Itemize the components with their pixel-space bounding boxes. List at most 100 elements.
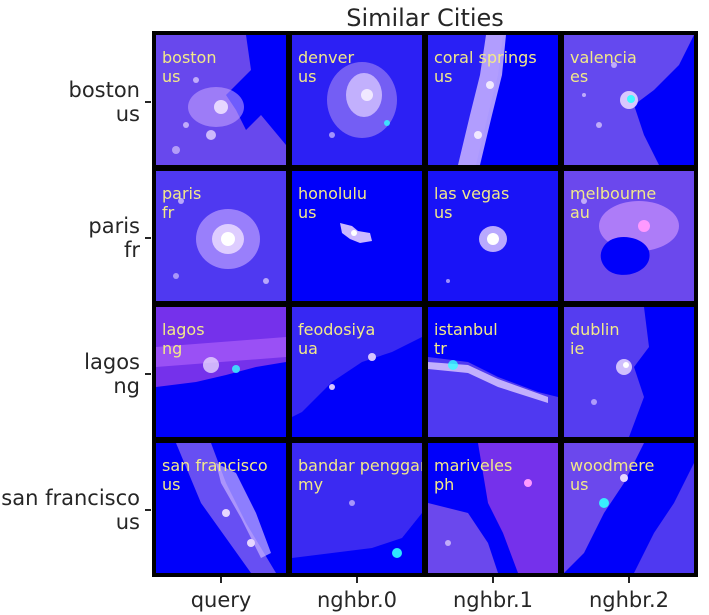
x-tick-2 xyxy=(492,577,494,583)
satellite-image xyxy=(428,35,506,165)
y-tick-3 xyxy=(145,509,151,511)
satellite-image xyxy=(292,307,422,417)
chart-title: Similar Cities xyxy=(346,4,504,32)
column-label-3: nghbr.2 xyxy=(588,588,670,612)
tile-woodmere: woodmere us xyxy=(564,443,694,573)
tile-city: lagos xyxy=(162,320,205,339)
tile-country: my xyxy=(298,475,324,494)
tile-melbourne: melbourne au xyxy=(564,171,694,301)
image-grid: boston us denver us xyxy=(152,31,698,577)
tile-city: coral springs xyxy=(434,48,537,67)
satellite-image xyxy=(156,171,286,301)
tile-label: las vegas us xyxy=(434,184,509,222)
tile-label: dublin ie xyxy=(570,320,619,358)
tile-country: us xyxy=(298,67,317,86)
satellite-image xyxy=(292,35,422,165)
tile-label: coral springs us xyxy=(434,48,537,86)
tile-city: dublin xyxy=(570,320,620,339)
tile-country: us xyxy=(162,67,181,86)
tile-country: ph xyxy=(434,475,455,494)
tile-country: us xyxy=(570,475,589,494)
row-label-country: us xyxy=(115,510,140,534)
satellite-image xyxy=(564,307,649,437)
tile-label: feodosiya ua xyxy=(298,320,375,358)
satellite-image xyxy=(564,443,694,573)
tile-city: las vegas xyxy=(434,184,510,203)
tile-bandar-penggaram: bandar penggaram my xyxy=(292,443,422,573)
satellite-image xyxy=(292,443,422,558)
row-label-city: boston xyxy=(68,78,140,102)
satellite-image xyxy=(156,35,286,165)
row-label-country: ng xyxy=(113,374,140,398)
tile-label: san francisco us xyxy=(162,456,268,494)
satellite-image xyxy=(564,171,694,301)
tile-country: us xyxy=(434,67,453,86)
column-label-0: query xyxy=(190,588,252,612)
tile-city: mariveles xyxy=(434,456,513,475)
satellite-image xyxy=(156,307,286,387)
tile-city: feodosiya xyxy=(298,320,376,339)
y-tick-0 xyxy=(145,101,151,103)
tile-label: boston us xyxy=(162,48,216,86)
tile-city: valencia xyxy=(570,48,637,67)
row-label-0: boston us xyxy=(0,78,140,126)
tile-city: denver xyxy=(298,48,355,67)
row-label-2: lagos ng xyxy=(0,350,140,398)
row-label-country: fr xyxy=(123,238,140,262)
tile-country: us xyxy=(298,203,317,222)
x-tick-1 xyxy=(356,577,358,583)
row-label-3: san francisco us xyxy=(0,486,140,534)
satellite-image xyxy=(564,35,694,165)
tile-label: honolulu us xyxy=(298,184,367,222)
tile-label: istanbul tr xyxy=(434,320,498,358)
tile-country: au xyxy=(570,203,590,222)
column-label-1: nghbr.0 xyxy=(316,588,398,612)
x-tick-0 xyxy=(220,577,222,583)
tile-paris: paris fr xyxy=(156,171,286,301)
tile-boston: boston us xyxy=(156,35,286,165)
tile-coral-springs: coral springs us xyxy=(428,35,558,165)
row-label-1: paris fr xyxy=(0,214,140,262)
tile-valencia: valencia es xyxy=(564,35,694,165)
tile-label: melbourne au xyxy=(570,184,656,222)
row-label-country: us xyxy=(115,102,140,126)
tile-label: valencia es xyxy=(570,48,637,86)
x-tick-3 xyxy=(628,577,630,583)
tile-istanbul: istanbul tr xyxy=(428,307,558,437)
tile-city: boston xyxy=(162,48,217,67)
tile-city: istanbul xyxy=(434,320,498,339)
satellite-image xyxy=(428,171,558,301)
satellite-image xyxy=(176,443,276,573)
tile-label: mariveles ph xyxy=(434,456,512,494)
tile-city: woodmere xyxy=(570,456,655,475)
tile-country: ie xyxy=(570,339,585,358)
tile-honolulu: honolulu us xyxy=(292,171,422,301)
row-label-city: paris xyxy=(88,214,140,238)
satellite-image xyxy=(428,443,558,573)
tile-label: bandar penggaram my xyxy=(298,456,422,494)
tile-dublin: dublin ie xyxy=(564,307,694,437)
column-label-2: nghbr.1 xyxy=(452,588,534,612)
tile-country: us xyxy=(434,203,453,222)
tile-country: ua xyxy=(298,339,318,358)
tile-label: denver us xyxy=(298,48,354,86)
tile-country: fr xyxy=(162,203,175,222)
tile-country: us xyxy=(162,475,181,494)
tile-las-vegas: las vegas us xyxy=(428,171,558,301)
y-tick-2 xyxy=(145,373,151,375)
tile-country: es xyxy=(570,67,589,86)
tile-city: bandar penggaram xyxy=(298,456,422,475)
tile-city: honolulu xyxy=(298,184,368,203)
tile-mariveles: mariveles ph xyxy=(428,443,558,573)
tile-feodosiya: feodosiya ua xyxy=(292,307,422,437)
tile-label: lagos ng xyxy=(162,320,205,358)
tile-san-francisco: san francisco us xyxy=(156,443,286,573)
satellite-image xyxy=(340,223,372,243)
tile-city: paris xyxy=(162,184,202,203)
tile-country: tr xyxy=(434,339,447,358)
tile-city: san francisco xyxy=(162,456,268,475)
row-label-city: lagos xyxy=(84,350,140,374)
row-label-city: san francisco xyxy=(1,486,140,510)
tile-denver: denver us xyxy=(292,35,422,165)
